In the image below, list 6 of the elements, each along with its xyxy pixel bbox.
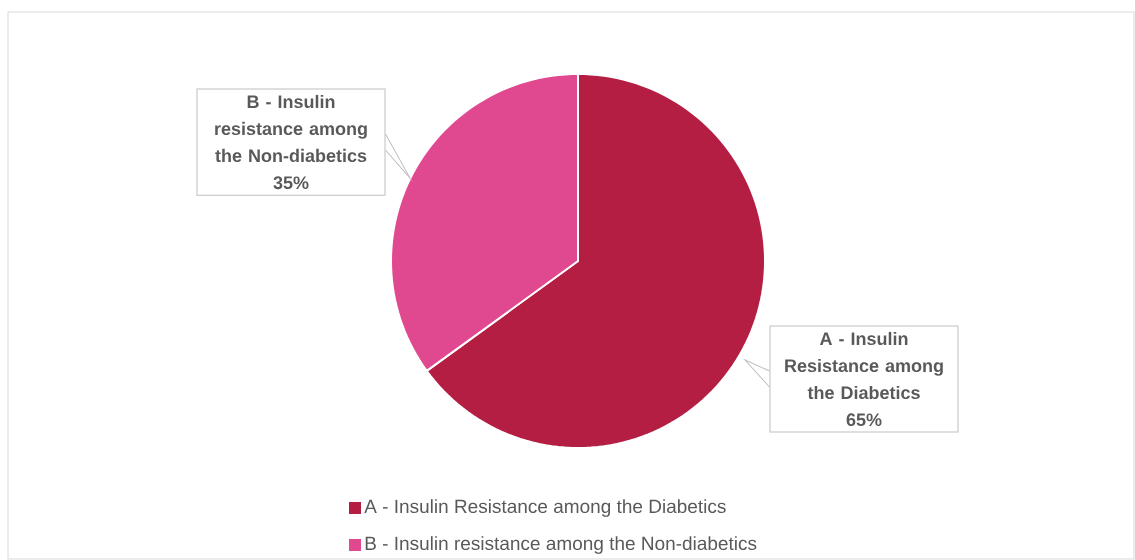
data-label: 65% [846,413,882,427]
slice-label: B - Insulin resistance among the Non-diabetics [215,94,367,163]
data-label: 35% [273,176,309,190]
legend-label: B - Insulin resistance among the Non-diabetics [365,536,757,554]
slice-label: A - Insulin Resistance among the Diabetics [785,331,943,400]
legend-label: A - Insulin Resistance among the Diabetics [364,499,726,517]
